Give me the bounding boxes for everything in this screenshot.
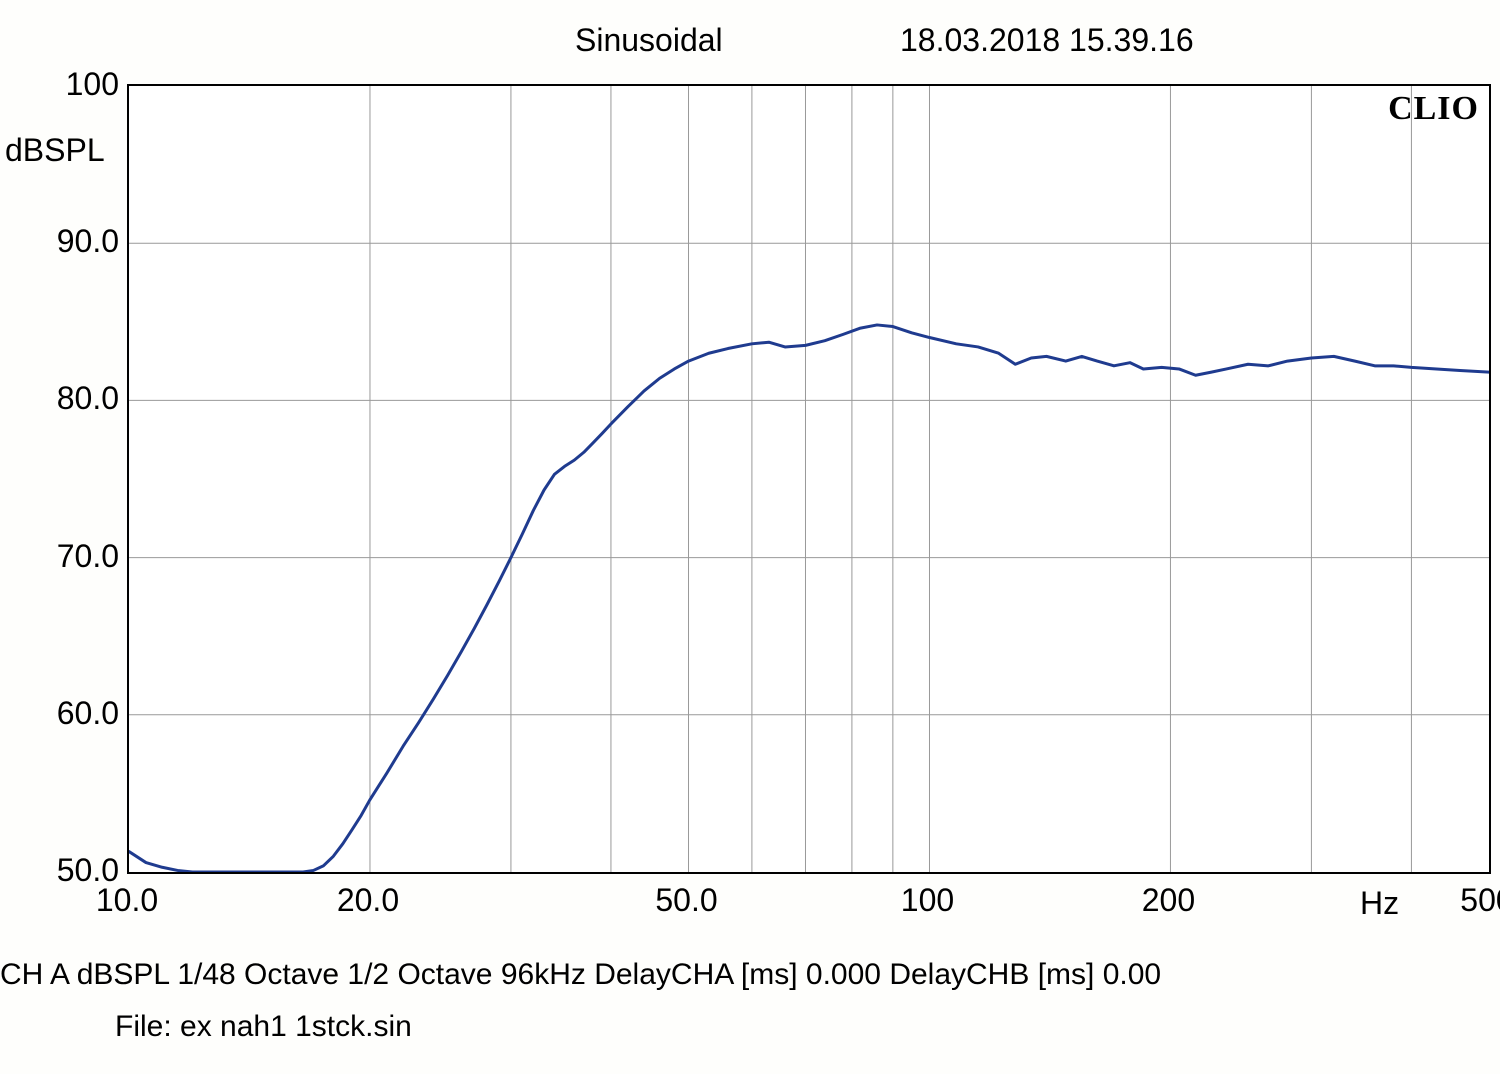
x-tick-label: 10.0 (96, 882, 158, 919)
chart-svg (129, 86, 1489, 872)
x-axis-label: Hz (1360, 885, 1399, 922)
x-tick-label: 100 (901, 882, 954, 919)
y-tick-label: 70.0 (9, 538, 119, 575)
chart-timestamp: 18.03.2018 15.39.16 (900, 22, 1194, 59)
chart-title: Sinusoidal (575, 22, 723, 59)
footer-line-2: File: ex nah1 1stck.sin (115, 1010, 412, 1044)
plot-area: CLIO (127, 84, 1491, 874)
x-tick-label: 50.0 (655, 882, 717, 919)
x-tick-label: 200 (1142, 882, 1195, 919)
y-tick-label: 100 (9, 66, 119, 103)
y-tick-label: 60.0 (9, 695, 119, 732)
y-axis-label: dBSPL (5, 132, 105, 169)
footer-line-1: CH A dBSPL 1/48 Octave 1/2 Octave 96kHz … (0, 958, 1161, 992)
y-tick-label: 90.0 (9, 223, 119, 260)
chart-container: Sinusoidal 18.03.2018 15.39.16 CLIO dBSP… (0, 0, 1500, 1074)
x-tick-label: 500 (1460, 882, 1500, 919)
y-tick-label: 80.0 (9, 380, 119, 417)
x-tick-label: 20.0 (337, 882, 399, 919)
